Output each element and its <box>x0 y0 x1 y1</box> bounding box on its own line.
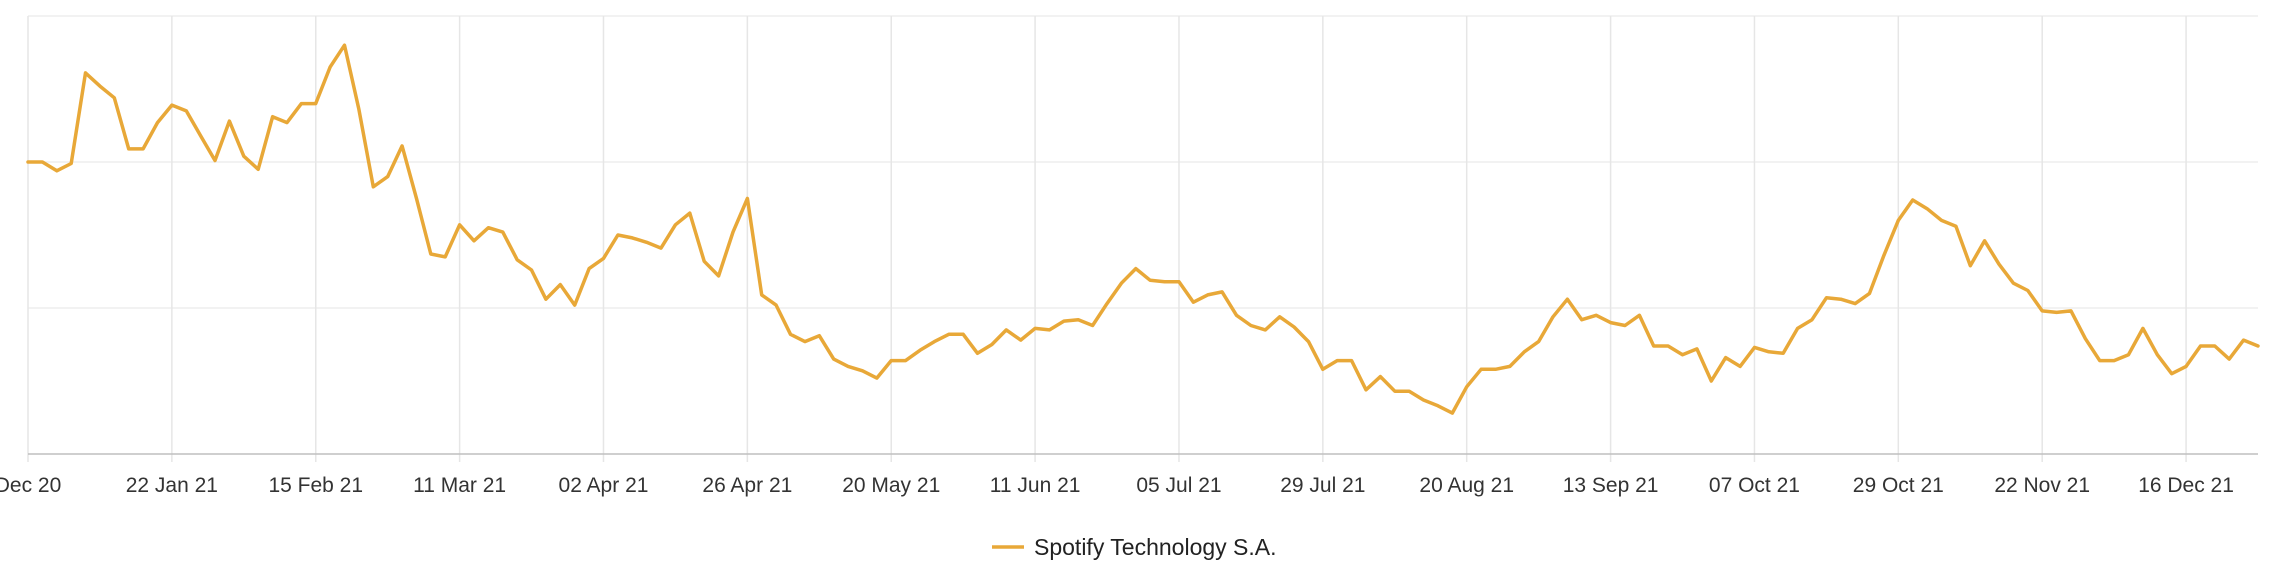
x-tick-label: 20 Aug 21 <box>1419 474 1514 497</box>
grid-layer <box>27 15 2258 462</box>
x-tick-label: 22 Jan 21 <box>126 474 218 497</box>
series-layer <box>26 43 2260 415</box>
x-tick-label: Dec 20 <box>0 474 61 497</box>
legend[interactable]: Spotify Technology S.A. <box>992 534 1277 560</box>
x-tick-label: 05 Jul 21 <box>1136 474 1221 497</box>
x-tick-label: 16 Dec 21 <box>2138 474 2234 497</box>
x-tick-label: 22 Nov 21 <box>1994 474 2090 497</box>
x-tick-label: 20 May 21 <box>842 474 940 497</box>
x-tick-label: 29 Oct 21 <box>1853 474 1944 497</box>
x-tick-label: 02 Apr 21 <box>559 474 649 497</box>
x-tick-label: 11 Mar 21 <box>413 474 506 497</box>
x-tick-label: 29 Jul 21 <box>1280 474 1365 497</box>
series-line-spotify[interactable] <box>26 43 2260 415</box>
x-tick-label: 26 Apr 21 <box>702 474 792 497</box>
x-tick-label: 07 Oct 21 <box>1709 474 1800 497</box>
x-tick-label: 11 Jun 21 <box>990 474 1081 497</box>
legend-label: Spotify Technology S.A. <box>1034 534 1277 560</box>
x-tick-label: 15 Feb 21 <box>268 474 363 497</box>
x-tick-label: 13 Sep 21 <box>1563 474 1659 497</box>
x-axis-ticks: Dec 20 22 Jan 21 15 Feb 21 11 Mar 21 02 Apr … <box>0 474 2234 497</box>
